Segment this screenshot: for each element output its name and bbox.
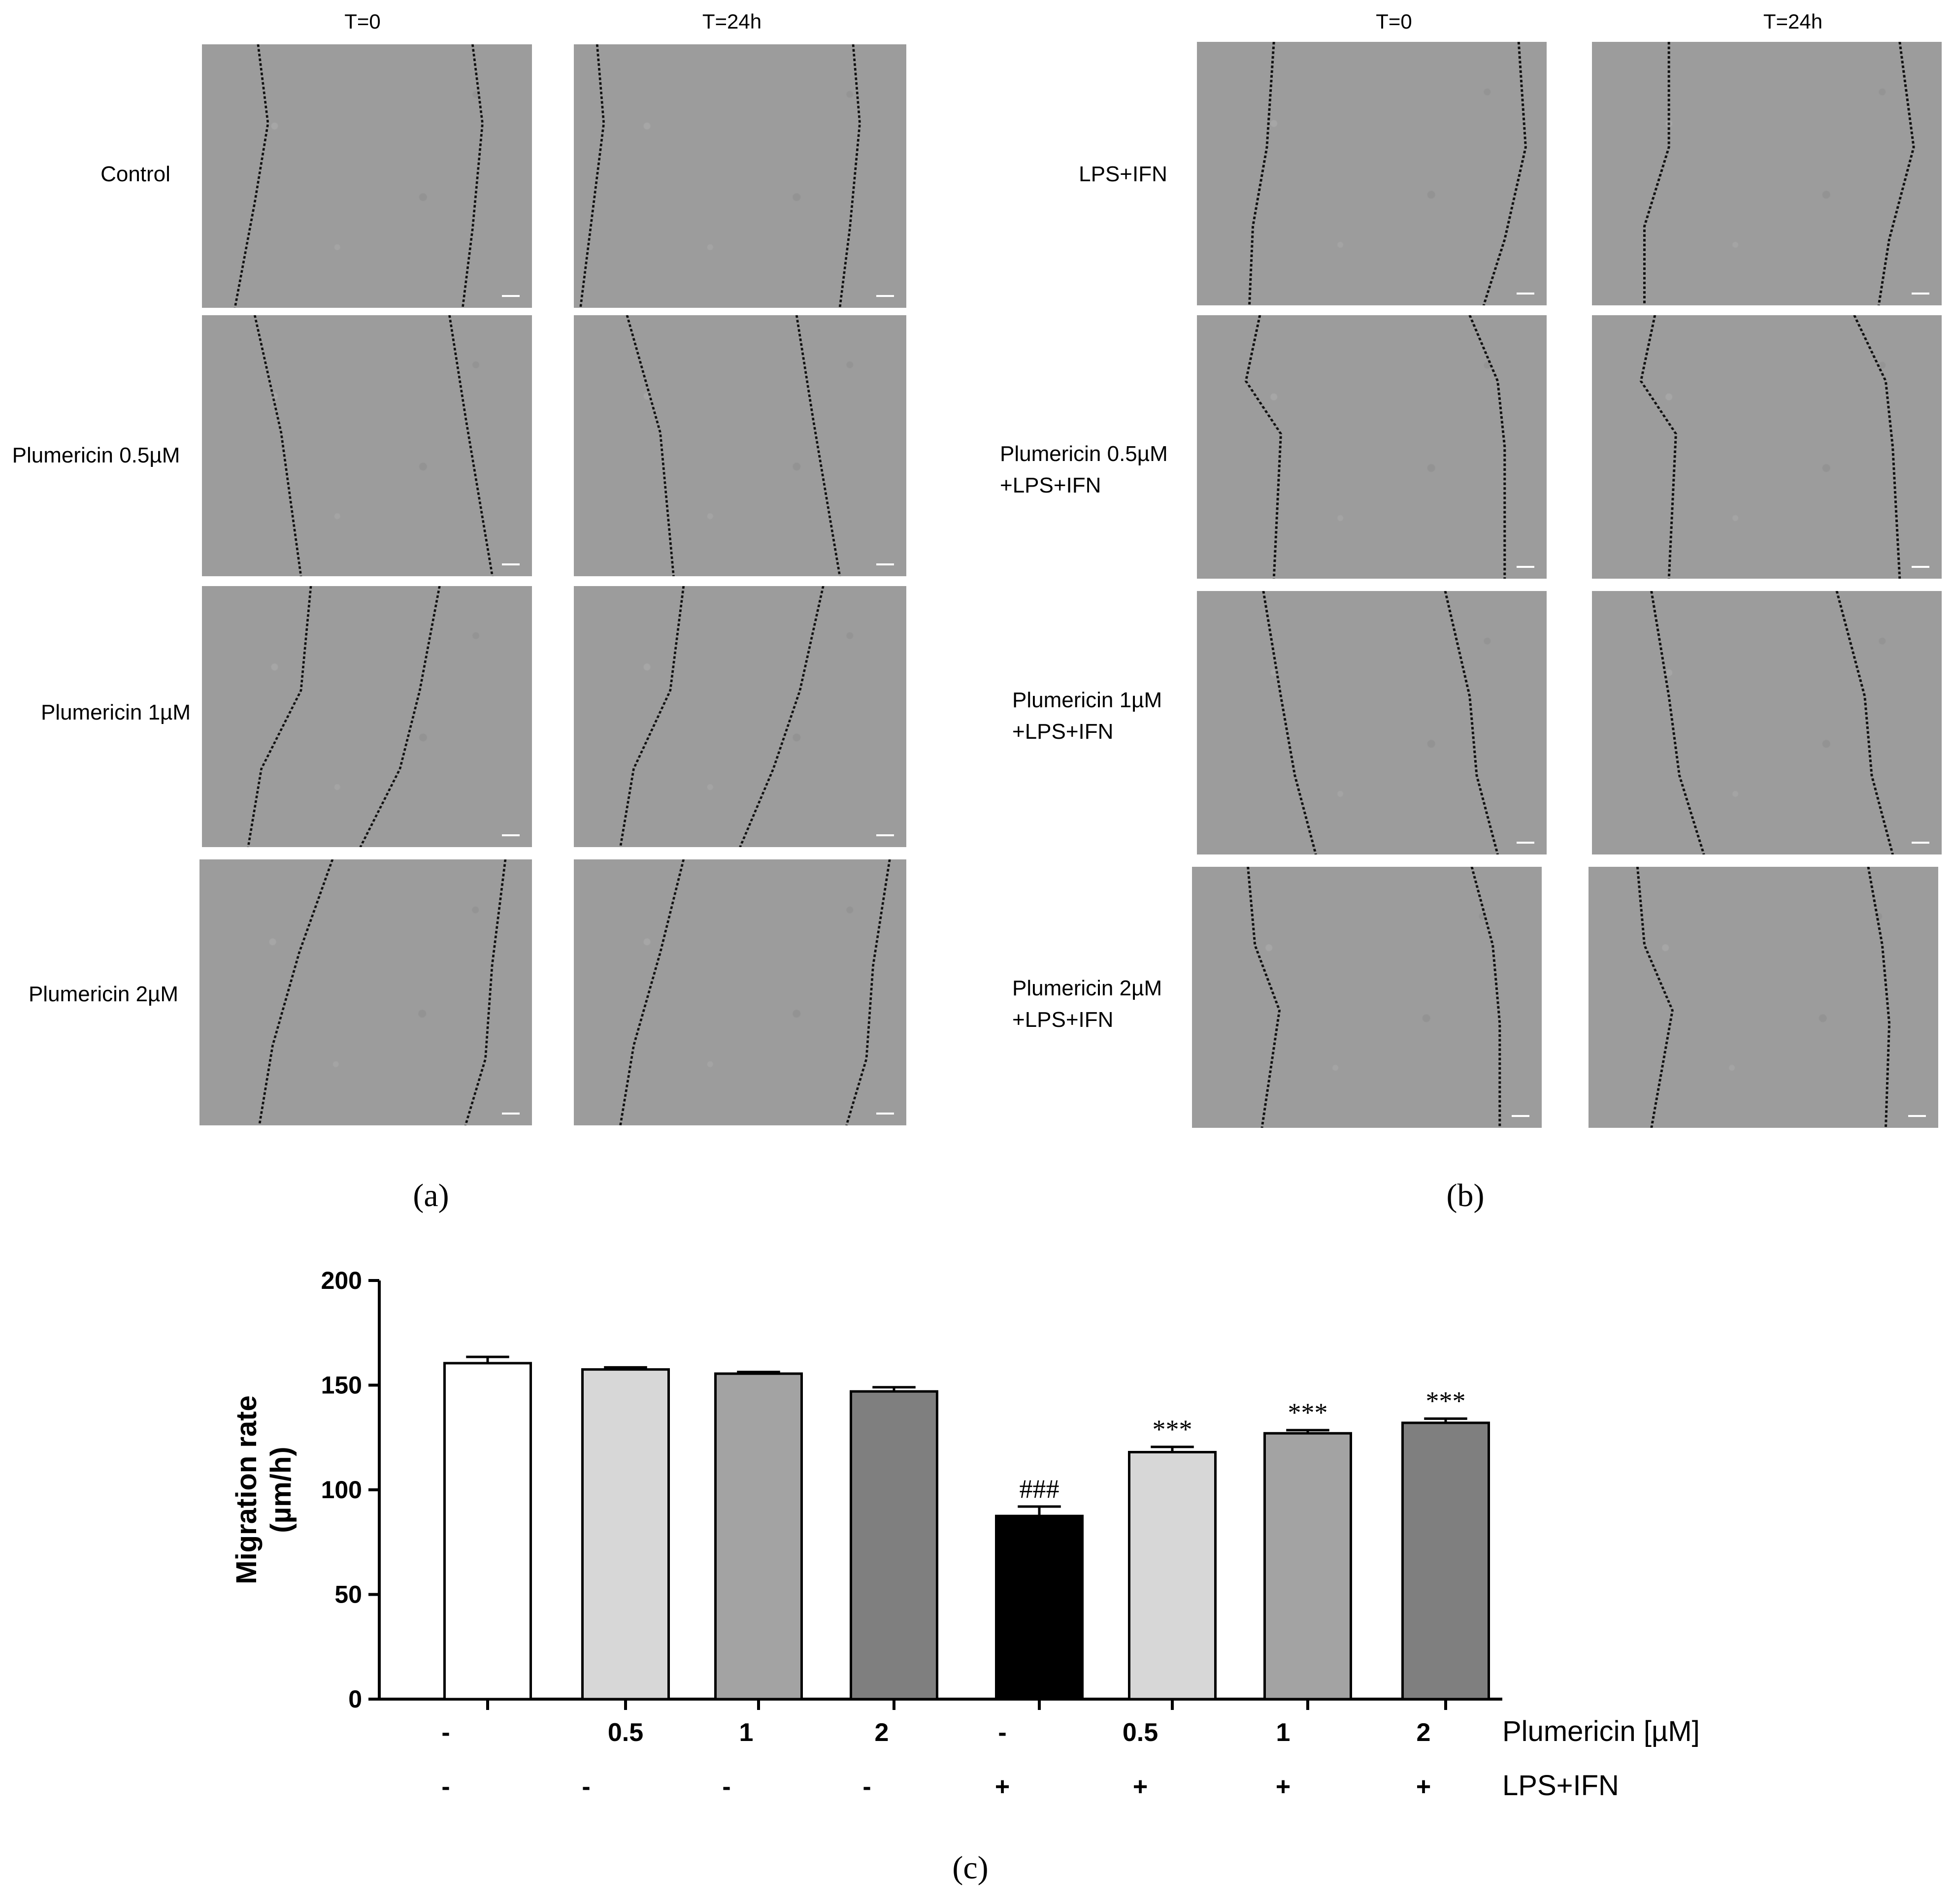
- row-label-line: LPS+IFN: [1079, 162, 1167, 186]
- y-tick-label: 0: [348, 1685, 362, 1713]
- bar: [714, 1372, 803, 1701]
- micrograph-a-plum2-t0: [199, 859, 532, 1125]
- row-label-line: +LPS+IFN: [1012, 720, 1114, 744]
- y-tick-label: 200: [321, 1267, 362, 1294]
- factor-value: -: [582, 1773, 590, 1801]
- bar: [1263, 1432, 1352, 1701]
- micrograph-a-plum1-t0: [202, 586, 532, 847]
- factor-value: +: [1416, 1773, 1431, 1801]
- panel-a-col-header-t24: T=24h: [702, 10, 762, 33]
- factor-value: -: [722, 1773, 730, 1801]
- micrograph-b-lps-t24: [1592, 42, 1942, 305]
- bar: [995, 1514, 1084, 1701]
- bar: [443, 1362, 532, 1701]
- bar: [581, 1368, 670, 1701]
- row-label-line: Plumericin 1µM: [40, 700, 191, 724]
- bar: [850, 1390, 938, 1701]
- panel-b-row-label-plumericin-2: Plumericin 2µM +LPS+IFN: [1012, 973, 1199, 1036]
- significance-label: ***: [1426, 1386, 1466, 1416]
- factor-value: 2: [875, 1718, 889, 1747]
- panel-b-col-header-t24: T=24h: [1763, 10, 1823, 33]
- factor-value: 1: [739, 1718, 754, 1747]
- factor-value: 0.5: [1123, 1718, 1158, 1747]
- panel-b-col-header-t0: T=0: [1376, 10, 1412, 33]
- panel-a-row-label-plumericin-1: Plumericin 1µM: [30, 697, 202, 728]
- row-label-line: Plumericin 1µM: [1012, 688, 1162, 712]
- significance-label: ###: [1020, 1474, 1059, 1504]
- panel-c-letter: (c): [952, 1850, 989, 1886]
- factor-value: +: [995, 1773, 1010, 1801]
- y-tick-label: 50: [334, 1581, 362, 1609]
- row-label-line: Plumericin 0.5µM: [1000, 442, 1168, 466]
- bar: [1128, 1451, 1217, 1701]
- significance-label: ***: [1288, 1398, 1328, 1427]
- micrograph-a-plum1-t24: [574, 586, 906, 847]
- factor-value: +: [1133, 1773, 1148, 1801]
- micrograph-b-plum05-t24: [1592, 315, 1942, 579]
- micrograph-a-plum05-t24: [574, 315, 906, 576]
- micrograph-b-plum05-t0: [1197, 315, 1547, 579]
- row-label-line: +LPS+IFN: [1012, 1008, 1114, 1032]
- micrograph-b-plum2-t0: [1192, 867, 1542, 1128]
- panel-b-row-label-plumericin-1: Plumericin 1µM +LPS+IFN: [1012, 685, 1199, 748]
- panel-b-row-label-lps-ifn: LPS+IFN: [1044, 159, 1202, 190]
- significance-label: ***: [1153, 1414, 1192, 1444]
- micrograph-a-plum05-t0: [202, 315, 532, 576]
- panel-a-row-label-control: Control: [20, 159, 251, 190]
- factor-row-label: Plumericin [µM]: [1502, 1715, 1700, 1747]
- factor-value: -: [862, 1773, 871, 1801]
- panel-a-row-label-plumericin-2: Plumericin 2µM: [20, 979, 187, 1010]
- row-label-line: Plumericin 2µM: [28, 982, 179, 1006]
- factor-row-label: LPS+IFN: [1502, 1770, 1619, 1802]
- row-label-line: Control: [100, 162, 170, 186]
- factor-value: -: [441, 1718, 450, 1747]
- micrograph-b-plum1-t0: [1197, 591, 1547, 854]
- micrograph-a-control-t0: [202, 44, 532, 308]
- factor-value: 0.5: [608, 1718, 643, 1747]
- factor-value: 2: [1417, 1718, 1431, 1747]
- micrograph-b-lps-t0: [1197, 42, 1547, 305]
- micrograph-b-plum1-t24: [1592, 591, 1942, 854]
- row-label-line: Plumericin 0.5µM: [12, 443, 180, 467]
- row-label-line: Plumericin 2µM: [1012, 976, 1162, 1000]
- factor-value: -: [441, 1773, 450, 1801]
- y-tick-label: 100: [321, 1476, 362, 1504]
- micrograph-a-plum2-t24: [574, 859, 906, 1125]
- y-axis-label: Migration rate(µm/h): [231, 1395, 297, 1584]
- panel-a-col-header-t0: T=0: [344, 10, 381, 33]
- panel-b-row-label-plumericin-05: Plumericin 0.5µM +LPS+IFN: [1000, 438, 1207, 501]
- factor-value: 1: [1276, 1718, 1291, 1747]
- factor-value: -: [998, 1718, 1006, 1747]
- row-label-line: +LPS+IFN: [1000, 473, 1101, 497]
- panel-a-row-label-plumericin-05: Plumericin 0.5µM: [0, 440, 192, 471]
- bar: [1401, 1421, 1490, 1701]
- panel-b-letter: (b): [1446, 1178, 1485, 1214]
- panel-a-letter: (a): [413, 1178, 449, 1214]
- y-tick-label: 150: [321, 1372, 362, 1399]
- micrograph-a-control-t24: [574, 44, 906, 308]
- micrograph-b-plum2-t24: [1589, 867, 1938, 1128]
- factor-value: +: [1276, 1773, 1291, 1801]
